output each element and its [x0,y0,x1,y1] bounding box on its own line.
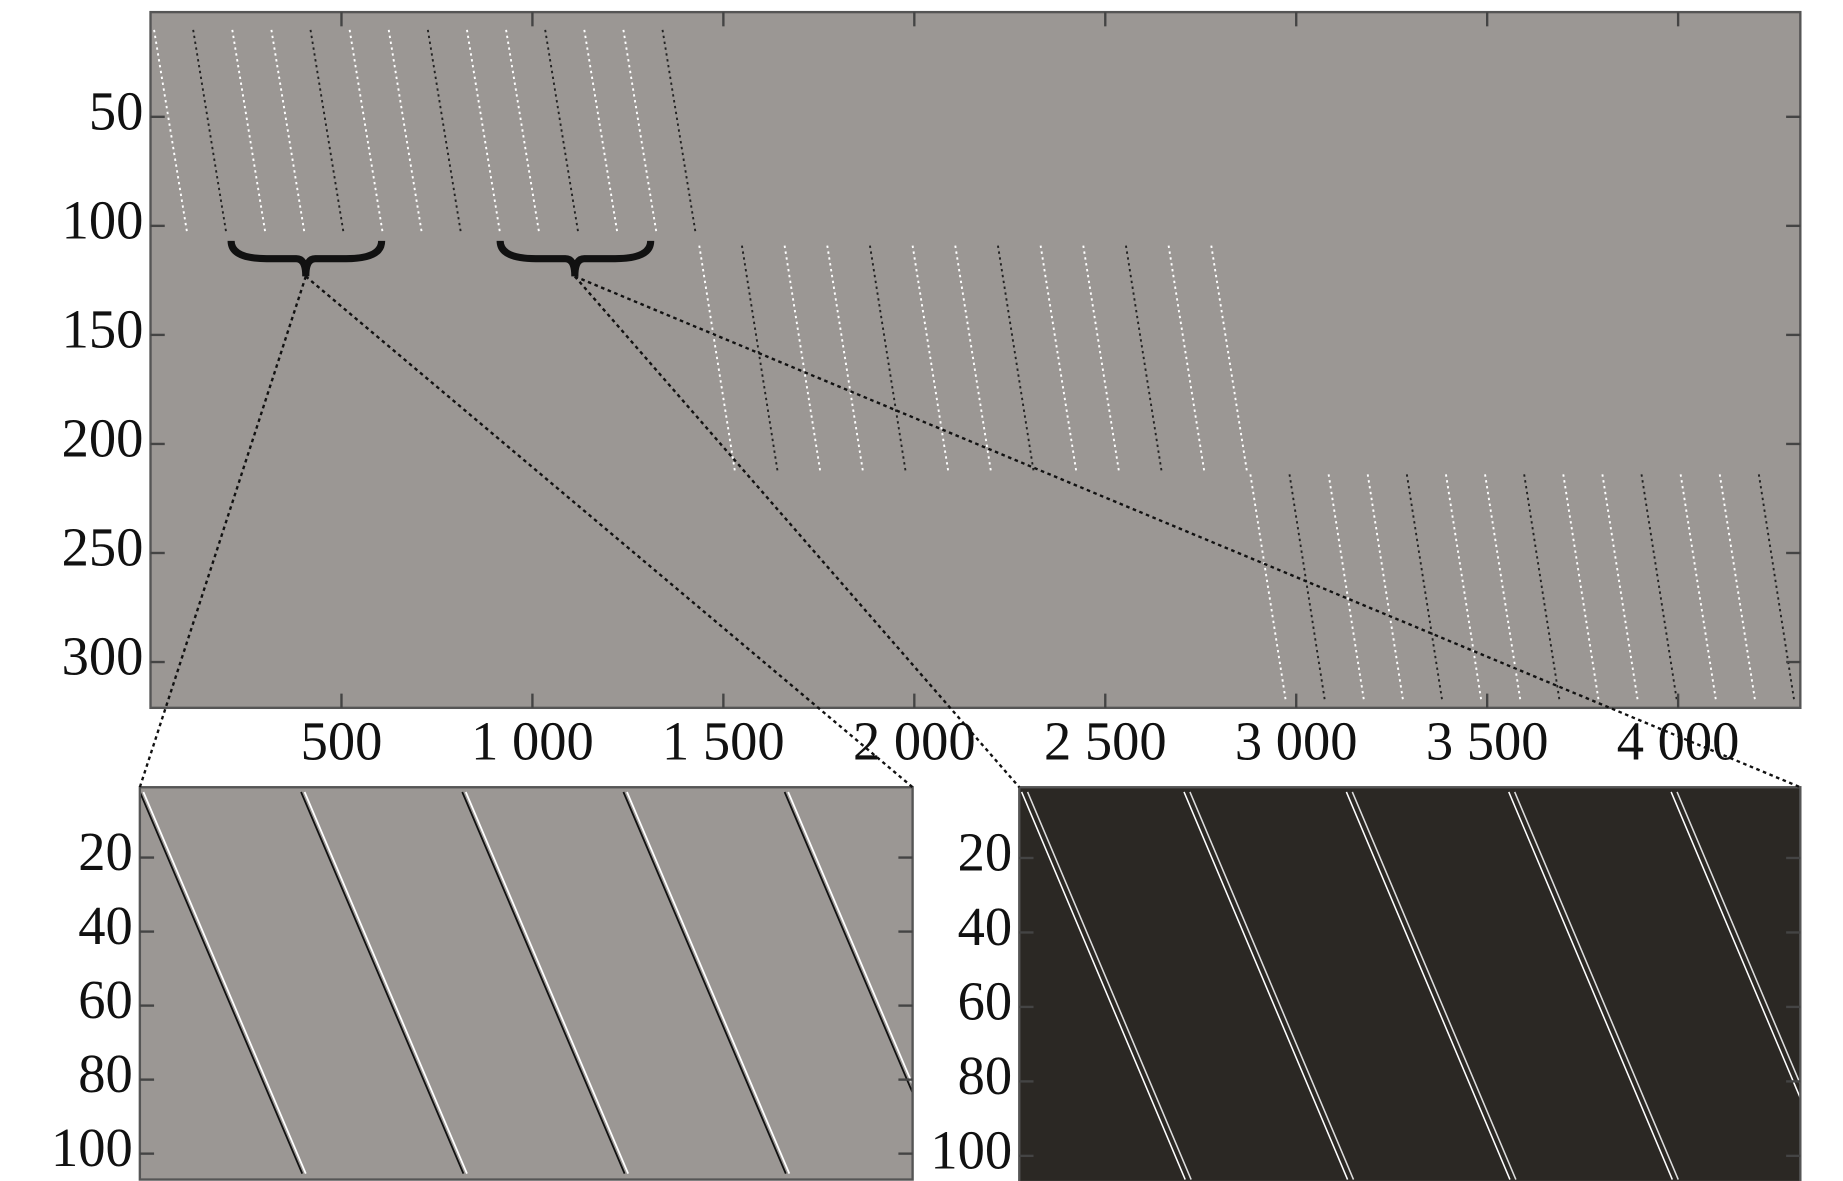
x-tick-label: 2 500 [1044,710,1167,771]
zoom-connector [573,275,1021,789]
stripe [661,29,697,234]
stripe [1167,245,1206,471]
stripe [1189,791,1355,1180]
panel-frame [138,786,914,1181]
stripe [698,245,736,471]
y-tick-label: 150 [62,298,144,359]
stripe [1183,791,1349,1180]
panel-content [153,29,1796,703]
stripe [153,29,189,234]
stripe [303,791,468,1174]
y-tick-label: 80 [958,1045,1013,1106]
stripe [1020,791,1186,1180]
stripe [1562,474,1600,703]
stripe [464,791,629,1174]
stripe [911,245,950,471]
y-tick-label: 20 [958,822,1013,883]
stripe [783,245,822,471]
stripe [626,791,791,1174]
stripe [1718,474,1757,703]
stripe [1670,791,1801,1101]
zoom-connector [574,275,1801,789]
stripe [387,29,423,234]
stripe [954,245,992,471]
stripe [1484,474,1522,703]
stripe [869,245,907,471]
y-tick-label: 40 [78,895,133,956]
y-tick-label: 200 [62,407,144,468]
stripe [997,245,1035,471]
y-tick-label: 60 [958,970,1013,1031]
panel-background [139,787,913,1180]
stripe [1445,474,1483,703]
panel-content [1020,791,1801,1180]
y-tick-label: 300 [62,626,144,687]
stripe [1249,474,1287,703]
stripe [783,791,913,1096]
stripe [1366,474,1405,703]
stripe [1601,474,1639,703]
panel-frame [149,10,1802,710]
x-tick-label: 1 000 [471,710,594,771]
y-tick-label: 100 [62,189,144,250]
stripe [1523,474,1561,703]
stripe [1082,245,1120,471]
stripe [1345,791,1511,1180]
stripe [461,791,626,1174]
y-tick-label: 100 [930,1119,1012,1180]
stripe [348,29,384,234]
stripe [270,29,306,234]
y-tick-label: 20 [78,821,133,882]
y-tick-label: 50 [89,80,144,141]
stripe [1026,791,1192,1180]
panel-frame [1018,786,1802,1181]
panel-background [150,12,1801,708]
stripe [1757,474,1796,703]
stripe [622,29,658,234]
stripe [231,29,267,234]
x-tick-label: 3 000 [1235,710,1358,771]
stripe [1679,474,1718,703]
x-tick-label: 1 500 [662,710,785,771]
stripe [192,29,228,234]
stripe [583,29,619,234]
x-tick-label: 3 500 [1426,710,1549,771]
y-tick-label: 250 [62,517,144,578]
stripe [139,791,304,1174]
stripe [1513,791,1679,1180]
stripe [741,245,779,471]
stripe [142,791,307,1174]
y-tick-label: 40 [958,896,1013,957]
stripe [1405,474,1444,703]
y-tick-label: 100 [51,1117,133,1178]
stripe [1125,245,1163,471]
stripe [1640,474,1679,703]
stripe [622,791,787,1174]
stripe [466,29,502,234]
stripe [1327,474,1366,703]
stripe [1508,791,1674,1180]
panel-content [139,791,913,1174]
y-tick-label: 60 [78,969,133,1030]
x-tick-label: 2 000 [853,710,976,771]
stripe [544,29,580,234]
panel-background [1019,787,1801,1181]
y-tick-label: 80 [78,1043,133,1104]
stripe [1210,245,1248,471]
stripe [1351,791,1517,1180]
stripe [1039,245,1078,471]
x-tick-label: 4 000 [1617,710,1740,771]
stripe [309,29,345,234]
stripe [300,791,465,1174]
stripe [1288,474,1327,703]
stripe [1676,791,1801,1087]
x-tick-label: 500 [301,710,383,771]
stripe [826,245,864,471]
stripe [787,791,913,1087]
stripe [505,29,541,234]
stripe [426,29,462,234]
